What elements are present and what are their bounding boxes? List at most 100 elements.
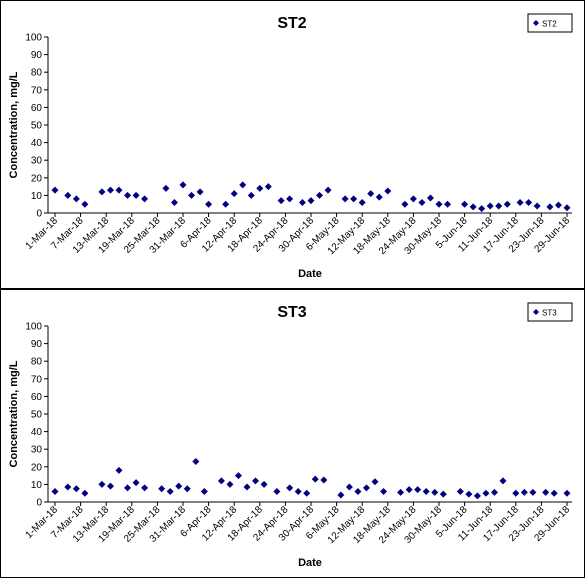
data-point — [409, 195, 417, 203]
data-point — [456, 487, 464, 495]
data-point — [243, 483, 251, 491]
data-point — [217, 477, 225, 485]
y-tick-label: 60 — [31, 392, 43, 403]
data-point — [247, 191, 255, 199]
data-point — [529, 488, 537, 496]
data-point — [273, 487, 281, 495]
y-tick-label: 100 — [25, 33, 42, 44]
data-point — [294, 487, 302, 495]
y-tick-label: 30 — [31, 445, 43, 456]
data-point — [503, 200, 511, 208]
y-tick-label: 20 — [31, 462, 43, 473]
data-point — [384, 187, 392, 195]
data-point — [162, 184, 170, 192]
data-point — [525, 198, 533, 206]
data-point — [115, 466, 123, 474]
data-point — [426, 194, 434, 202]
legend-marker — [533, 309, 539, 315]
y-tick-label: 30 — [31, 156, 43, 167]
data-point — [563, 204, 571, 212]
data-point — [414, 486, 422, 494]
data-point — [461, 200, 469, 208]
legend-marker — [533, 20, 539, 26]
data-point — [435, 200, 443, 208]
data-point — [252, 477, 260, 485]
data-point — [311, 475, 319, 483]
data-point — [234, 472, 242, 480]
data-point — [422, 487, 430, 495]
data-point — [286, 484, 294, 492]
y-tick-label: 40 — [31, 427, 43, 438]
data-point — [183, 485, 191, 493]
data-point — [316, 191, 324, 199]
data-point — [64, 483, 72, 491]
data-point — [179, 181, 187, 189]
data-point — [345, 483, 353, 491]
data-point — [542, 488, 550, 496]
data-point — [307, 197, 315, 205]
y-axis-title: Concentration, mg/L — [8, 360, 20, 467]
data-point — [350, 195, 358, 203]
data-point — [98, 480, 106, 488]
y-tick-label: 40 — [31, 138, 43, 149]
data-point — [341, 195, 349, 203]
data-point — [516, 198, 524, 206]
data-point — [230, 190, 238, 198]
data-point — [170, 198, 178, 206]
y-axis-title: Concentration, mg/L — [8, 71, 20, 178]
legend-label: ST2 — [542, 20, 557, 29]
y-tick-label: 90 — [31, 339, 43, 350]
legend-box — [527, 302, 573, 322]
data-point — [132, 479, 140, 487]
data-point — [264, 183, 272, 191]
data-point — [166, 487, 174, 495]
y-tick-label: 60 — [31, 103, 43, 114]
data-point — [205, 200, 213, 208]
data-point — [286, 195, 294, 203]
data-point — [418, 198, 426, 206]
data-point — [141, 195, 149, 203]
y-tick-label: 0 — [36, 209, 42, 220]
legend-box — [527, 13, 573, 33]
data-point — [72, 195, 80, 203]
y-tick-label: 0 — [36, 498, 42, 509]
data-point — [482, 489, 490, 497]
data-point — [469, 203, 477, 211]
data-point — [478, 205, 486, 213]
data-point — [222, 200, 230, 208]
chart-title: ST2 — [277, 15, 306, 32]
data-point — [444, 200, 452, 208]
data-point — [260, 480, 268, 488]
data-point — [362, 484, 370, 492]
data-point — [533, 202, 541, 210]
legend-label: ST3 — [542, 309, 557, 318]
data-point — [64, 191, 72, 199]
data-point — [192, 458, 200, 466]
y-tick-label: 70 — [31, 374, 43, 385]
data-point — [226, 480, 234, 488]
data-point — [124, 484, 132, 492]
data-point — [303, 489, 311, 497]
data-point — [188, 191, 196, 199]
data-point — [495, 202, 503, 210]
data-point — [358, 198, 366, 206]
data-point — [397, 488, 405, 496]
data-point — [375, 193, 383, 201]
y-tick-label: 80 — [31, 357, 43, 368]
y-tick-label: 50 — [31, 121, 43, 132]
y-tick-label: 50 — [31, 410, 43, 421]
y-tick-label: 10 — [31, 191, 43, 202]
data-point — [98, 188, 106, 196]
data-point — [337, 491, 345, 499]
y-tick-label: 100 — [25, 322, 42, 333]
y-tick-label: 90 — [31, 50, 43, 61]
data-point — [298, 198, 306, 206]
data-point — [550, 489, 558, 497]
data-point — [51, 186, 59, 194]
data-point — [115, 186, 123, 194]
y-tick-label: 70 — [31, 85, 43, 96]
x-axis-title: Date — [298, 268, 322, 280]
data-point — [196, 188, 204, 196]
y-tick-label: 10 — [31, 480, 43, 491]
